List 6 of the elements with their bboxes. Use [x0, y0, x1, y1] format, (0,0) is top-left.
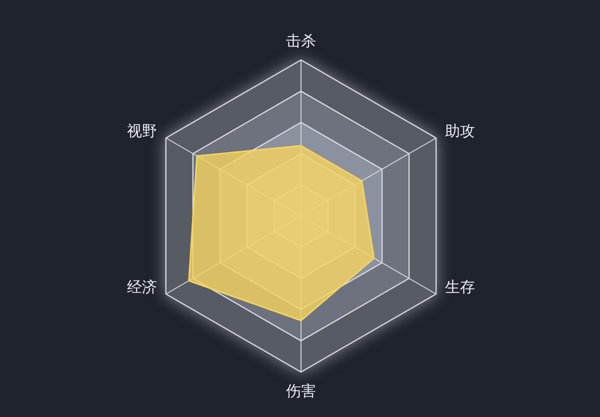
spoke-label: 生存 [444, 278, 475, 296]
spoke-label: 伤害 [286, 382, 316, 400]
spoke-label: 经济 [127, 278, 158, 296]
spoke-label: 助攻 [444, 122, 475, 140]
spoke-label: 视野 [127, 122, 158, 140]
spoke-label: 击杀 [286, 32, 316, 50]
